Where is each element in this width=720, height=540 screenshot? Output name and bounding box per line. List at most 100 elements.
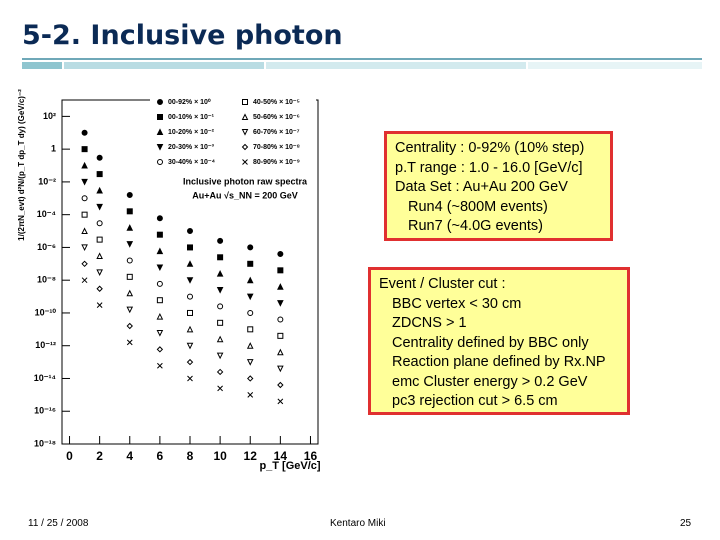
marker <box>126 191 133 198</box>
box-line: Run4 (~800M events) <box>408 198 548 215</box>
title-bar <box>22 62 62 69</box>
box-line: Reaction plane defined by Rx.NP <box>392 354 606 370</box>
marker <box>187 293 193 300</box>
marker <box>217 319 224 326</box>
marker <box>81 211 88 218</box>
marker <box>81 161 88 169</box>
title-rule <box>22 58 702 60</box>
box-line: Centrality : 0-92% (10% step) <box>395 140 585 156</box>
marker <box>277 398 284 405</box>
marker <box>277 267 284 274</box>
marker <box>247 392 254 398</box>
x-tick-label: 6 <box>157 449 164 463</box>
marker <box>216 270 224 277</box>
y-tick-label: 10⁻⁴ <box>37 209 56 219</box>
marker <box>126 273 133 280</box>
marker <box>246 359 254 366</box>
marker <box>81 260 88 268</box>
marker <box>126 289 134 297</box>
marker <box>186 277 194 284</box>
box-line: pc3 rejection cut > 6.5 cm <box>392 393 558 409</box>
marker <box>247 326 254 333</box>
marker <box>246 276 254 284</box>
title-bar <box>528 62 702 69</box>
marker <box>186 342 194 350</box>
marker <box>96 285 103 292</box>
legend-label: 80-90% × 10⁻⁹ <box>253 159 300 166</box>
x-tick-label: 14 <box>274 449 288 463</box>
y-tick-label: 1 <box>51 144 56 154</box>
marker <box>217 254 224 261</box>
marker <box>277 250 284 257</box>
marker <box>81 227 88 235</box>
marker <box>277 316 284 323</box>
marker <box>156 215 163 222</box>
marker <box>187 244 193 251</box>
marker <box>156 280 163 287</box>
legend-title: Au+Au √s_NN = 200 GeV <box>192 190 297 200</box>
marker <box>246 293 254 301</box>
marker <box>81 244 88 252</box>
marker <box>187 228 193 235</box>
marker <box>156 346 164 353</box>
legend-label: 10-20% × 10⁻² <box>168 129 215 136</box>
y-tick-label: 10² <box>43 111 56 121</box>
box-line: Run7 (~4.0G events) <box>408 218 544 234</box>
marker <box>156 297 163 304</box>
marker <box>186 358 194 366</box>
box-line: BBC vertex < 30 cm <box>392 295 522 312</box>
marker <box>186 325 194 333</box>
marker <box>187 375 193 382</box>
marker <box>216 335 224 343</box>
footer-date: 11 / 25 / 2008 <box>28 518 89 529</box>
title-bar <box>64 62 264 69</box>
marker <box>96 220 103 227</box>
marker <box>96 186 103 194</box>
marker <box>96 203 103 211</box>
legend-label: 40-50% × 10⁻⁵ <box>253 99 300 106</box>
legend-marker <box>157 159 163 165</box>
marker <box>81 195 88 202</box>
marker <box>156 247 164 255</box>
x-tick-label: 10 <box>213 449 227 463</box>
marker <box>247 244 254 251</box>
y-tick-label: 10⁻² <box>38 176 56 186</box>
legend-marker <box>242 99 248 105</box>
marker <box>217 385 223 392</box>
marker <box>126 241 134 248</box>
info-box: Centrality : 0-92% (10% step) p.T range … <box>384 131 613 241</box>
x-axis-label: p_T [GeV/c] <box>259 460 320 472</box>
x-tick-label: 16 <box>304 449 318 463</box>
marker <box>126 322 133 330</box>
marker <box>217 237 224 244</box>
footer-page: 25 <box>680 518 692 529</box>
y-tick-label: 10⁻¹⁶ <box>34 406 56 416</box>
x-tick-label: 12 <box>244 449 258 463</box>
footer-author: Kentaro Miki <box>330 518 386 529</box>
legend-marker <box>157 99 163 105</box>
legend-marker <box>241 113 249 120</box>
marker <box>156 231 163 238</box>
legend-marker <box>156 128 164 135</box>
legend-box <box>150 92 316 204</box>
y-tick-label: 10⁻⁸ <box>37 275 56 285</box>
box-line: emc Cluster energy > 0.2 GeV <box>392 373 588 390</box>
y-axis-label: 1/(2πN_evt) d²N/(p_T dp_T dy) (GeV/c)⁻² <box>17 89 26 241</box>
marker <box>186 260 194 267</box>
marker <box>126 224 134 231</box>
marker <box>96 236 103 243</box>
marker <box>96 269 103 276</box>
info-box: Event / Cluster cut : BBC vertex < 30 cm… <box>368 267 630 415</box>
marker <box>126 339 133 346</box>
marker <box>81 129 88 136</box>
marker <box>126 257 133 264</box>
x-tick-label: 2 <box>96 449 103 463</box>
marker <box>277 348 284 356</box>
marker <box>277 300 284 307</box>
legend-title: Inclusive photon raw spectra <box>183 176 308 186</box>
marker <box>216 287 224 294</box>
y-tick-label: 10⁻⁶ <box>37 242 56 252</box>
marker <box>157 362 163 369</box>
marker <box>126 306 134 314</box>
y-tick-label: 10⁻¹⁰ <box>35 307 57 317</box>
